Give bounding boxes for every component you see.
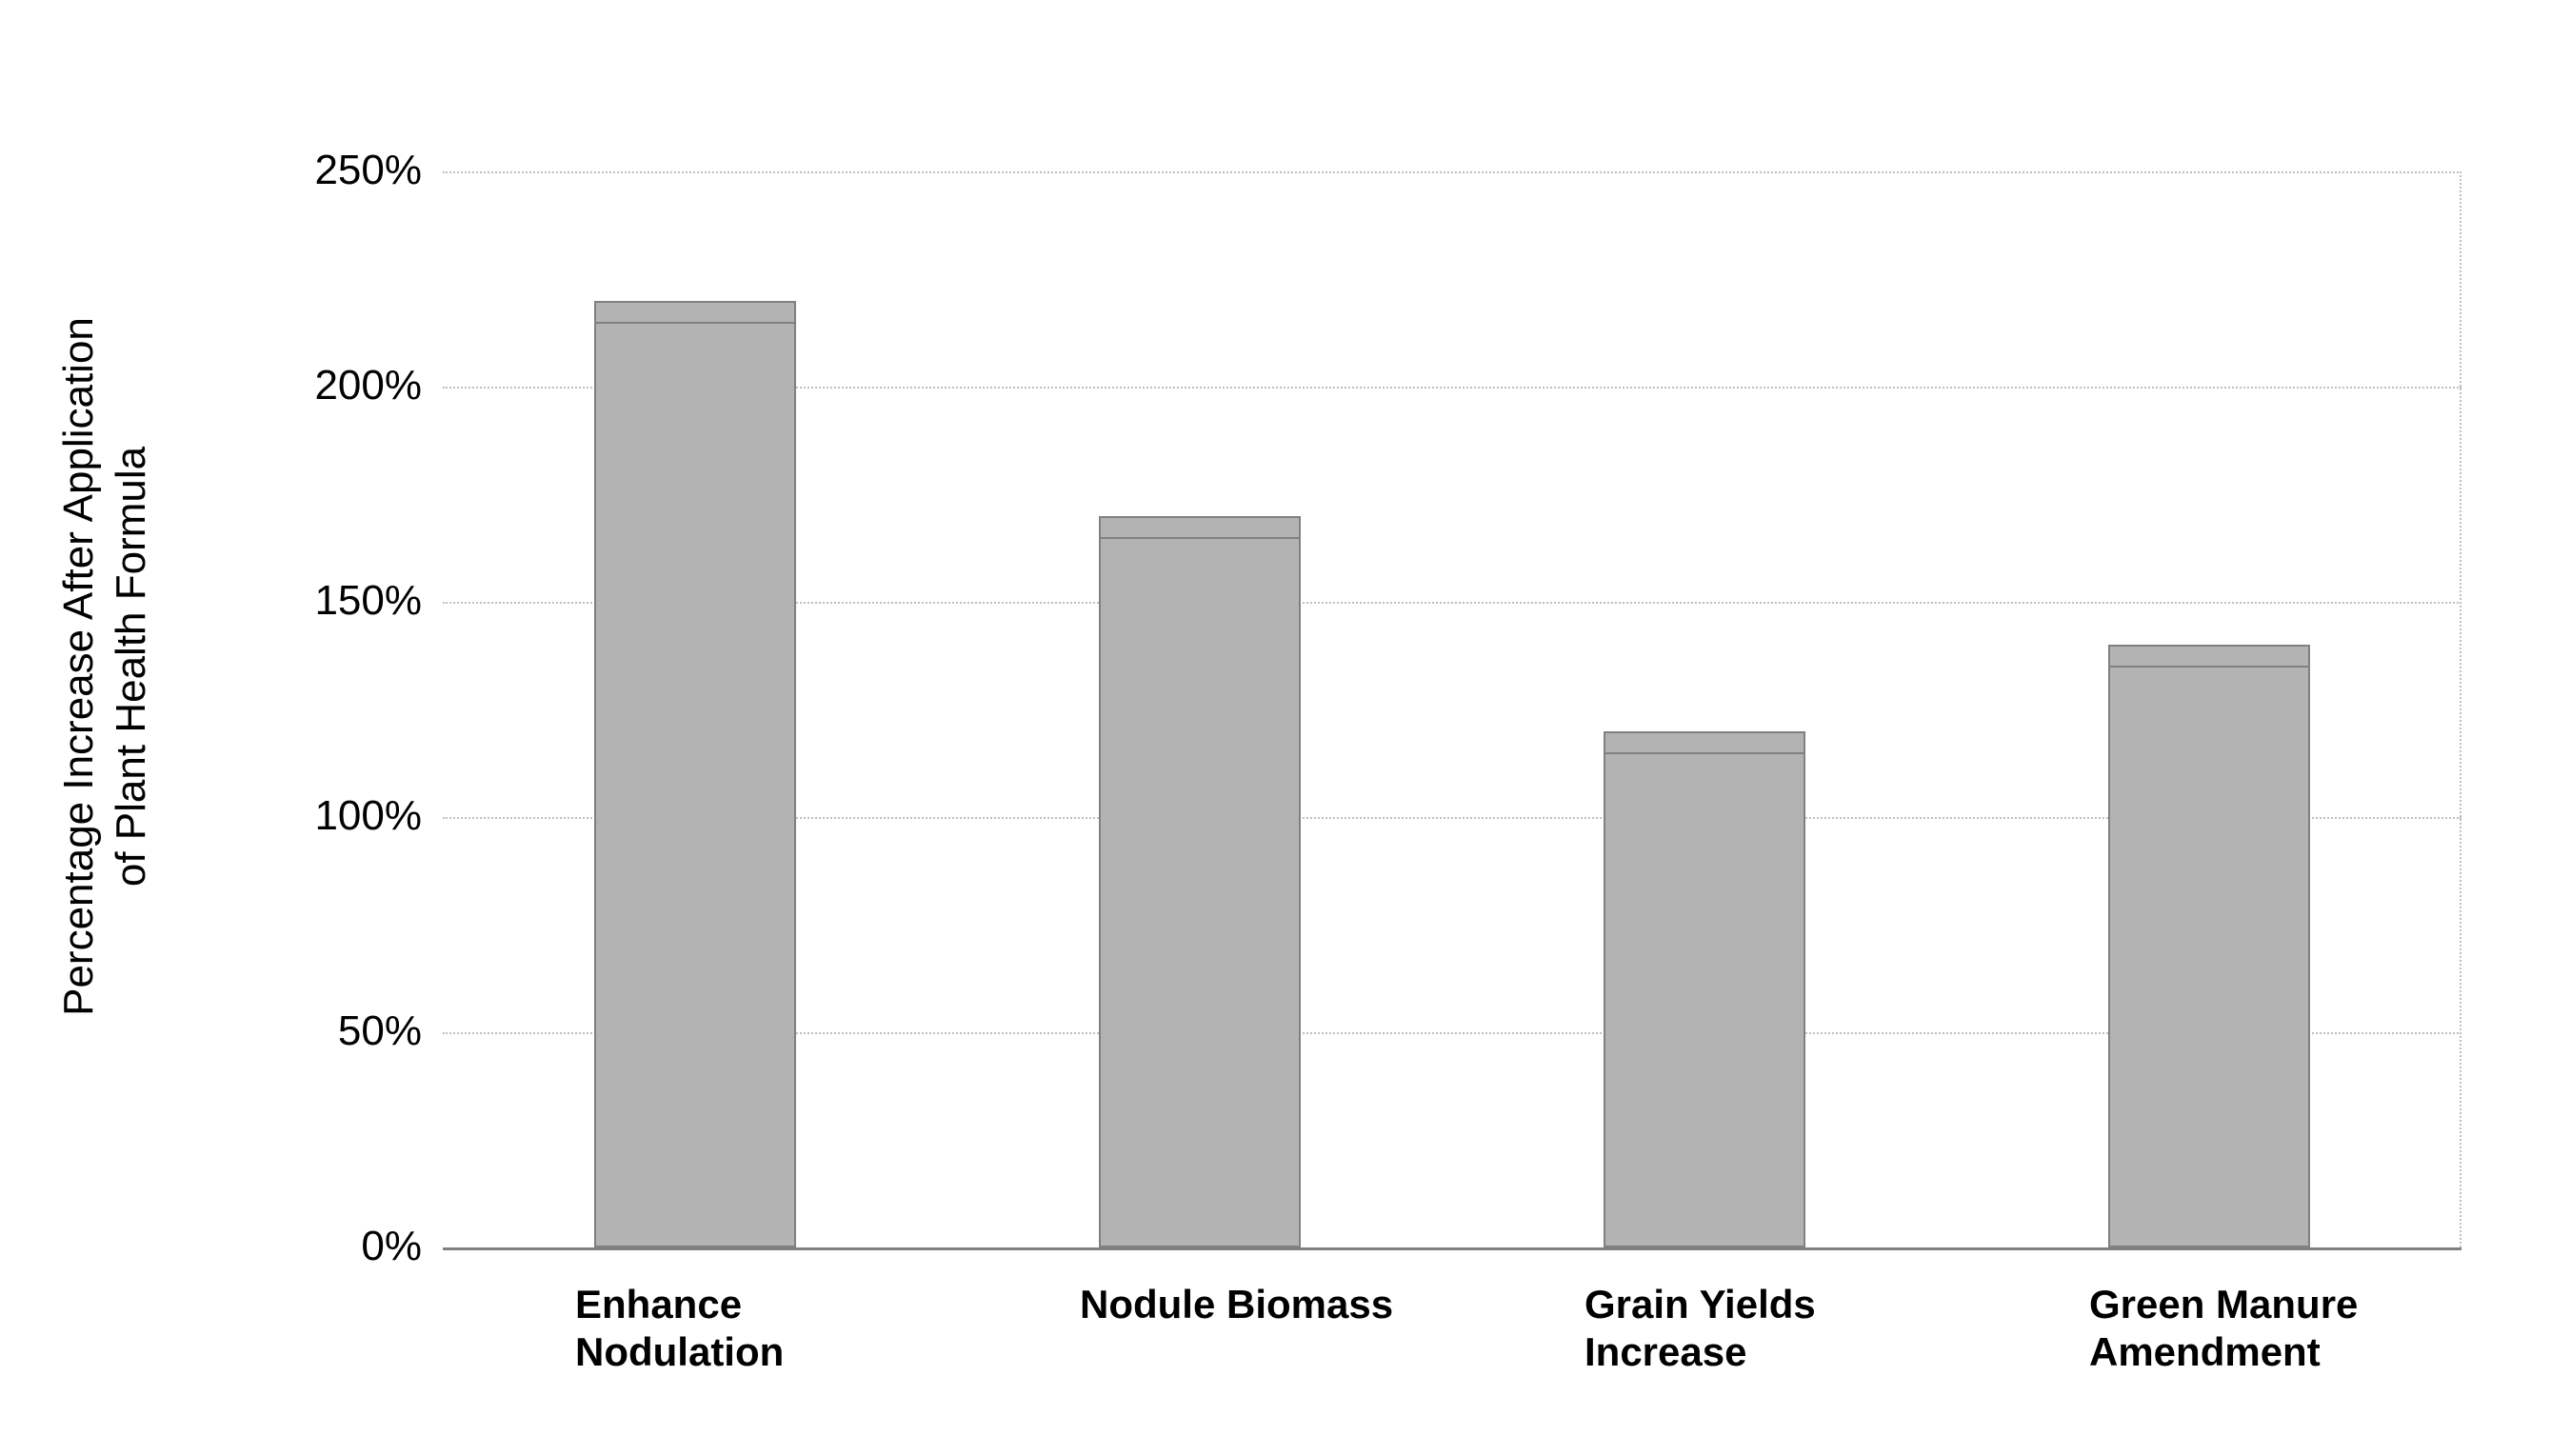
x-tick-label: Grain Yields Increase (1466, 1281, 1943, 1377)
y-tick-label: 50% (269, 1007, 422, 1055)
bar-chart: Percentage Increase After Application of… (0, 0, 2551, 1456)
y-tick-label: 150% (269, 577, 422, 625)
plot-right-border (2460, 171, 2461, 1247)
gridline (443, 171, 2461, 173)
bar (1099, 516, 1301, 1247)
plot-area (443, 171, 2461, 1247)
bar (1604, 731, 1805, 1247)
y-tick-label: 200% (269, 362, 422, 409)
x-tick-label: Green Manure Amendment (1971, 1281, 2447, 1377)
bar (594, 301, 796, 1247)
bar-inner-line (1605, 752, 1804, 754)
y-tick-label: 250% (269, 147, 422, 194)
y-tick-label: 100% (269, 792, 422, 840)
bar (2108, 645, 2310, 1247)
bar-inner-line (1101, 537, 1299, 539)
baseline (443, 1247, 2461, 1250)
x-tick-label: Nodule Biomass (962, 1281, 1438, 1328)
bar-inner-line (596, 322, 794, 324)
y-tick-label: 0% (269, 1223, 422, 1270)
bar-inner-line (2110, 666, 2308, 668)
y-axis-label: Percentage Increase After Application of… (52, 119, 167, 1214)
x-tick-label: Enhance Nodulation (457, 1281, 933, 1377)
